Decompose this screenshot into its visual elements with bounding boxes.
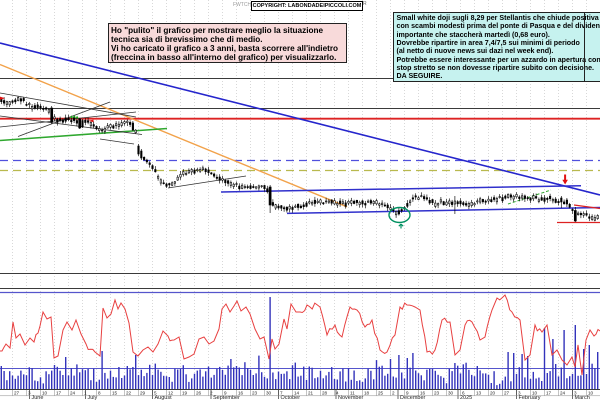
svg-text:10: 10 — [588, 391, 594, 396]
svg-text:30: 30 — [266, 391, 272, 396]
svg-text:2: 2 — [210, 391, 213, 396]
svg-text:23: 23 — [252, 391, 258, 396]
svg-text:24: 24 — [560, 391, 566, 396]
svg-text:15: 15 — [112, 391, 118, 396]
svg-text:3: 3 — [574, 391, 577, 396]
svg-text:July: July — [88, 395, 98, 400]
svg-text:12: 12 — [168, 391, 174, 396]
svg-text:7: 7 — [280, 391, 283, 396]
svg-text:26: 26 — [196, 391, 202, 396]
svg-text:3: 3 — [518, 391, 521, 396]
svg-text:June: June — [32, 395, 44, 400]
svg-text:16: 16 — [238, 391, 244, 396]
svg-text:19: 19 — [182, 391, 188, 396]
svg-text:2025: 2025 — [460, 395, 472, 400]
svg-text:2: 2 — [392, 391, 395, 396]
svg-text:16: 16 — [420, 391, 426, 396]
svg-text:24: 24 — [70, 391, 76, 396]
svg-text:17: 17 — [546, 391, 552, 396]
svg-text:10: 10 — [532, 391, 538, 396]
svg-text:10: 10 — [42, 391, 48, 396]
svg-text:20: 20 — [490, 391, 496, 396]
svg-text:30: 30 — [448, 391, 454, 396]
svg-text:September: September — [213, 395, 240, 400]
svg-text:28: 28 — [322, 391, 328, 396]
svg-text:October: October — [281, 395, 301, 400]
svg-text:23: 23 — [434, 391, 440, 396]
svg-text:25: 25 — [378, 391, 384, 396]
svg-text:18: 18 — [364, 391, 370, 396]
svg-text:5: 5 — [154, 391, 157, 396]
svg-text:27: 27 — [14, 391, 20, 396]
svg-text:27: 27 — [504, 391, 510, 396]
svg-text:4: 4 — [336, 391, 339, 396]
svg-text:21: 21 — [308, 391, 314, 396]
svg-text:11: 11 — [350, 391, 355, 396]
svg-text:29: 29 — [140, 391, 146, 396]
svg-text:22: 22 — [126, 391, 132, 396]
svg-text:November: November — [338, 395, 364, 400]
svg-text:December: December — [400, 395, 426, 400]
svg-text:17: 17 — [56, 391, 62, 396]
svg-text:13: 13 — [476, 391, 482, 396]
svg-text:August: August — [155, 395, 173, 400]
svg-text:February: February — [519, 395, 541, 400]
svg-text:9: 9 — [406, 391, 409, 396]
svg-text:6: 6 — [462, 391, 465, 396]
svg-text:9: 9 — [224, 391, 227, 396]
svg-text:14: 14 — [294, 391, 300, 396]
svg-text:March: March — [575, 395, 590, 400]
svg-text:8: 8 — [98, 391, 101, 396]
